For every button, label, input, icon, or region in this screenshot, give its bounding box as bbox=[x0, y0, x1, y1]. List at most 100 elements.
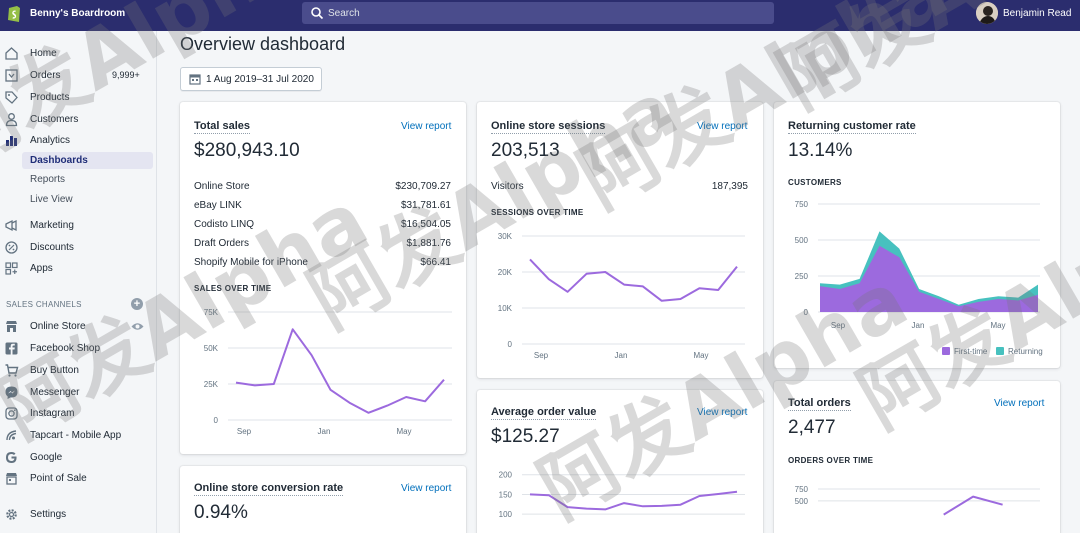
sidebar-subitem-dashboards[interactable] bbox=[22, 152, 153, 169]
y-tick-label: 0 bbox=[508, 340, 513, 349]
breakdown-value: $66.41 bbox=[420, 257, 451, 268]
sidebar-item-label: Products bbox=[30, 91, 70, 103]
sidebar: Home Orders 9,999+ Products Customers An… bbox=[0, 31, 157, 533]
y-tick-label: 750 bbox=[795, 485, 809, 494]
store-name[interactable]: Benny's Boardroom bbox=[30, 8, 126, 19]
card-title[interactable]: Online store sessions bbox=[491, 120, 606, 134]
sidebar-item-label: Home bbox=[30, 47, 57, 59]
customers-chart[interactable]: 750 500 250 0 Sep Jan May bbox=[774, 194, 1060, 334]
sidebar-item-label: Buy Button bbox=[30, 364, 79, 376]
sidebar-item-label: Settings bbox=[30, 508, 67, 520]
y-tick-label: 30K bbox=[498, 232, 513, 241]
series-line[interactable] bbox=[235, 328, 445, 414]
total-sales-value: $280,943.10 bbox=[194, 140, 300, 161]
card-title[interactable]: Total orders bbox=[788, 397, 851, 411]
chart-title: SALES OVER TIME bbox=[194, 284, 272, 293]
visitors-value: 187,395 bbox=[711, 181, 748, 192]
page-title: Overview dashboard bbox=[180, 34, 346, 54]
y-tick-label: 100 bbox=[499, 510, 513, 519]
bar-chart-icon bbox=[6, 135, 17, 146]
sidebar-channel-messenger[interactable]: Messenger bbox=[0, 383, 157, 401]
sessions-over-time-chart[interactable]: 30K 20K 10K 0 Sep Jan May bbox=[477, 224, 763, 364]
y-tick-label: 750 bbox=[795, 200, 809, 209]
sidebar-subitem-reports[interactable]: Reports bbox=[30, 174, 66, 185]
card-title[interactable]: Total sales bbox=[194, 120, 251, 134]
x-tick-label: Jan bbox=[912, 321, 925, 330]
top-bar: Benny's Boardroom Search Benjamin Read bbox=[0, 0, 1080, 31]
sidebar-item-products[interactable]: Products bbox=[0, 88, 157, 106]
x-tick-label: May bbox=[693, 351, 708, 360]
aov-chart[interactable]: 200 150 100 bbox=[477, 462, 763, 533]
sidebar-item-label: Customers bbox=[30, 113, 79, 125]
sidebar-channel-tapcart[interactable]: Tapcart - Mobile App bbox=[0, 426, 157, 444]
search-input[interactable]: Search bbox=[328, 8, 360, 19]
sidebar-item-marketing[interactable]: Marketing bbox=[0, 216, 157, 234]
card-title[interactable]: Online store conversion rate bbox=[194, 482, 344, 496]
gear-icon bbox=[6, 508, 17, 520]
sidebar-item-label: Online Store bbox=[30, 320, 86, 332]
home-icon bbox=[5, 46, 18, 60]
eye-icon[interactable] bbox=[131, 322, 144, 331]
breakdown-label: eBay LINK bbox=[194, 200, 242, 211]
avatar[interactable] bbox=[976, 2, 998, 24]
sidebar-item-label: Instagram bbox=[30, 407, 75, 419]
tapcart-icon bbox=[6, 429, 17, 440]
y-tick-label: 20K bbox=[498, 268, 513, 277]
x-tick-label: Sep bbox=[237, 427, 252, 436]
x-tick-label: Jan bbox=[615, 351, 628, 360]
card-title[interactable]: Returning customer rate bbox=[788, 120, 916, 134]
area-first-time[interactable] bbox=[820, 245, 1038, 312]
total-orders-value: 2,477 bbox=[788, 417, 836, 438]
sidebar-channel-buy-button[interactable]: Buy Button bbox=[0, 361, 157, 379]
pos-icon bbox=[6, 472, 17, 485]
sidebar-channel-google[interactable]: Google bbox=[0, 448, 157, 466]
sidebar-channel-facebook-shop[interactable]: Facebook Shop bbox=[0, 339, 157, 357]
person-icon bbox=[5, 112, 18, 126]
conversion-rate-value: 0.94% bbox=[194, 502, 248, 523]
shopify-logo-icon[interactable] bbox=[6, 4, 22, 24]
date-range-button[interactable]: 1 Aug 2019–31 Jul 2020 bbox=[180, 67, 322, 91]
view-report-link[interactable]: View report bbox=[401, 483, 452, 494]
sidebar-item-customers[interactable]: Customers bbox=[0, 110, 157, 128]
legend-label: First-time bbox=[954, 347, 988, 356]
orders-icon bbox=[5, 68, 18, 82]
sidebar-subitem-dashboards-label[interactable]: Dashboards bbox=[30, 155, 88, 166]
sidebar-item-analytics[interactable]: Analytics bbox=[0, 131, 157, 149]
view-report-link[interactable]: View report bbox=[697, 121, 748, 132]
y-tick-label: 150 bbox=[499, 490, 513, 499]
sidebar-channel-point-of-sale[interactable]: Point of Sale bbox=[0, 469, 157, 487]
sidebar-item-label: Facebook Shop bbox=[30, 342, 101, 354]
legend-label: Returning bbox=[1008, 347, 1043, 356]
breakdown-value: $230,709.27 bbox=[395, 181, 451, 192]
sidebar-subitem-live-view[interactable]: Live View bbox=[30, 194, 73, 205]
cart-icon bbox=[5, 363, 19, 377]
sidebar-item-apps[interactable]: Apps bbox=[0, 259, 157, 277]
y-tick-label: 10K bbox=[498, 304, 513, 313]
sidebar-channel-instagram[interactable]: Instagram bbox=[0, 404, 157, 422]
user-name[interactable]: Benjamin Read bbox=[1003, 8, 1072, 19]
sidebar-item-settings[interactable]: Settings bbox=[0, 505, 157, 523]
card-title[interactable]: Average order value bbox=[491, 406, 597, 420]
search-icon bbox=[311, 7, 324, 20]
sidebar-item-label: Google bbox=[30, 451, 63, 463]
breakdown-label: Codisto LINQ bbox=[194, 219, 255, 230]
sessions-value: 203,513 bbox=[491, 140, 560, 161]
add-sales-channel-button[interactable]: + bbox=[131, 298, 143, 310]
sidebar-item-orders[interactable]: Orders 9,999+ bbox=[0, 66, 157, 84]
sidebar-channel-online-store[interactable]: Online Store bbox=[0, 317, 157, 335]
series-line[interactable] bbox=[529, 490, 738, 511]
sidebar-item-home[interactable]: Home bbox=[0, 44, 157, 62]
total-sales-card: Total sales View report $280,943.10 Onli… bbox=[180, 102, 466, 454]
chart-title: CUSTOMERS bbox=[788, 178, 842, 187]
x-tick-label: Sep bbox=[534, 351, 549, 360]
view-report-link[interactable]: View report bbox=[994, 398, 1045, 409]
view-report-link[interactable]: View report bbox=[401, 121, 452, 132]
search-bar[interactable]: Search bbox=[302, 2, 774, 24]
breakdown-value: $16,504.05 bbox=[400, 219, 451, 230]
series-line[interactable] bbox=[529, 258, 738, 302]
view-report-link[interactable]: View report bbox=[697, 407, 748, 418]
series-line[interactable] bbox=[943, 495, 1003, 516]
sales-over-time-chart[interactable]: 75K 50K 25K 0 Sep Jan May bbox=[180, 300, 466, 440]
sidebar-item-discounts[interactable]: Discounts bbox=[0, 238, 157, 256]
